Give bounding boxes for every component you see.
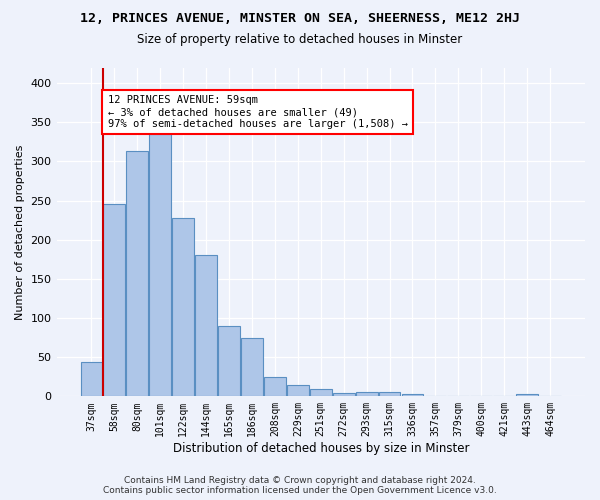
Bar: [264, 377, 286, 396]
Bar: [172, 218, 194, 396]
Bar: [241, 338, 263, 396]
Bar: [127, 152, 148, 396]
Bar: [379, 392, 400, 396]
Bar: [401, 394, 424, 396]
Bar: [333, 393, 355, 396]
Text: Contains HM Land Registry data © Crown copyright and database right 2024.
Contai: Contains HM Land Registry data © Crown c…: [103, 476, 497, 495]
Bar: [149, 134, 171, 396]
Bar: [310, 390, 332, 396]
Text: 12, PRINCES AVENUE, MINSTER ON SEA, SHEERNESS, ME12 2HJ: 12, PRINCES AVENUE, MINSTER ON SEA, SHEE…: [80, 12, 520, 26]
Text: 12 PRINCES AVENUE: 59sqm
← 3% of detached houses are smaller (49)
97% of semi-de: 12 PRINCES AVENUE: 59sqm ← 3% of detache…: [107, 96, 407, 128]
Bar: [356, 392, 377, 396]
X-axis label: Distribution of detached houses by size in Minster: Distribution of detached houses by size …: [173, 442, 469, 455]
Bar: [516, 394, 538, 396]
Bar: [218, 326, 240, 396]
Bar: [103, 204, 125, 396]
Bar: [287, 384, 309, 396]
Bar: [80, 362, 103, 396]
Bar: [195, 256, 217, 396]
Y-axis label: Number of detached properties: Number of detached properties: [15, 144, 25, 320]
Text: Size of property relative to detached houses in Minster: Size of property relative to detached ho…: [137, 32, 463, 46]
